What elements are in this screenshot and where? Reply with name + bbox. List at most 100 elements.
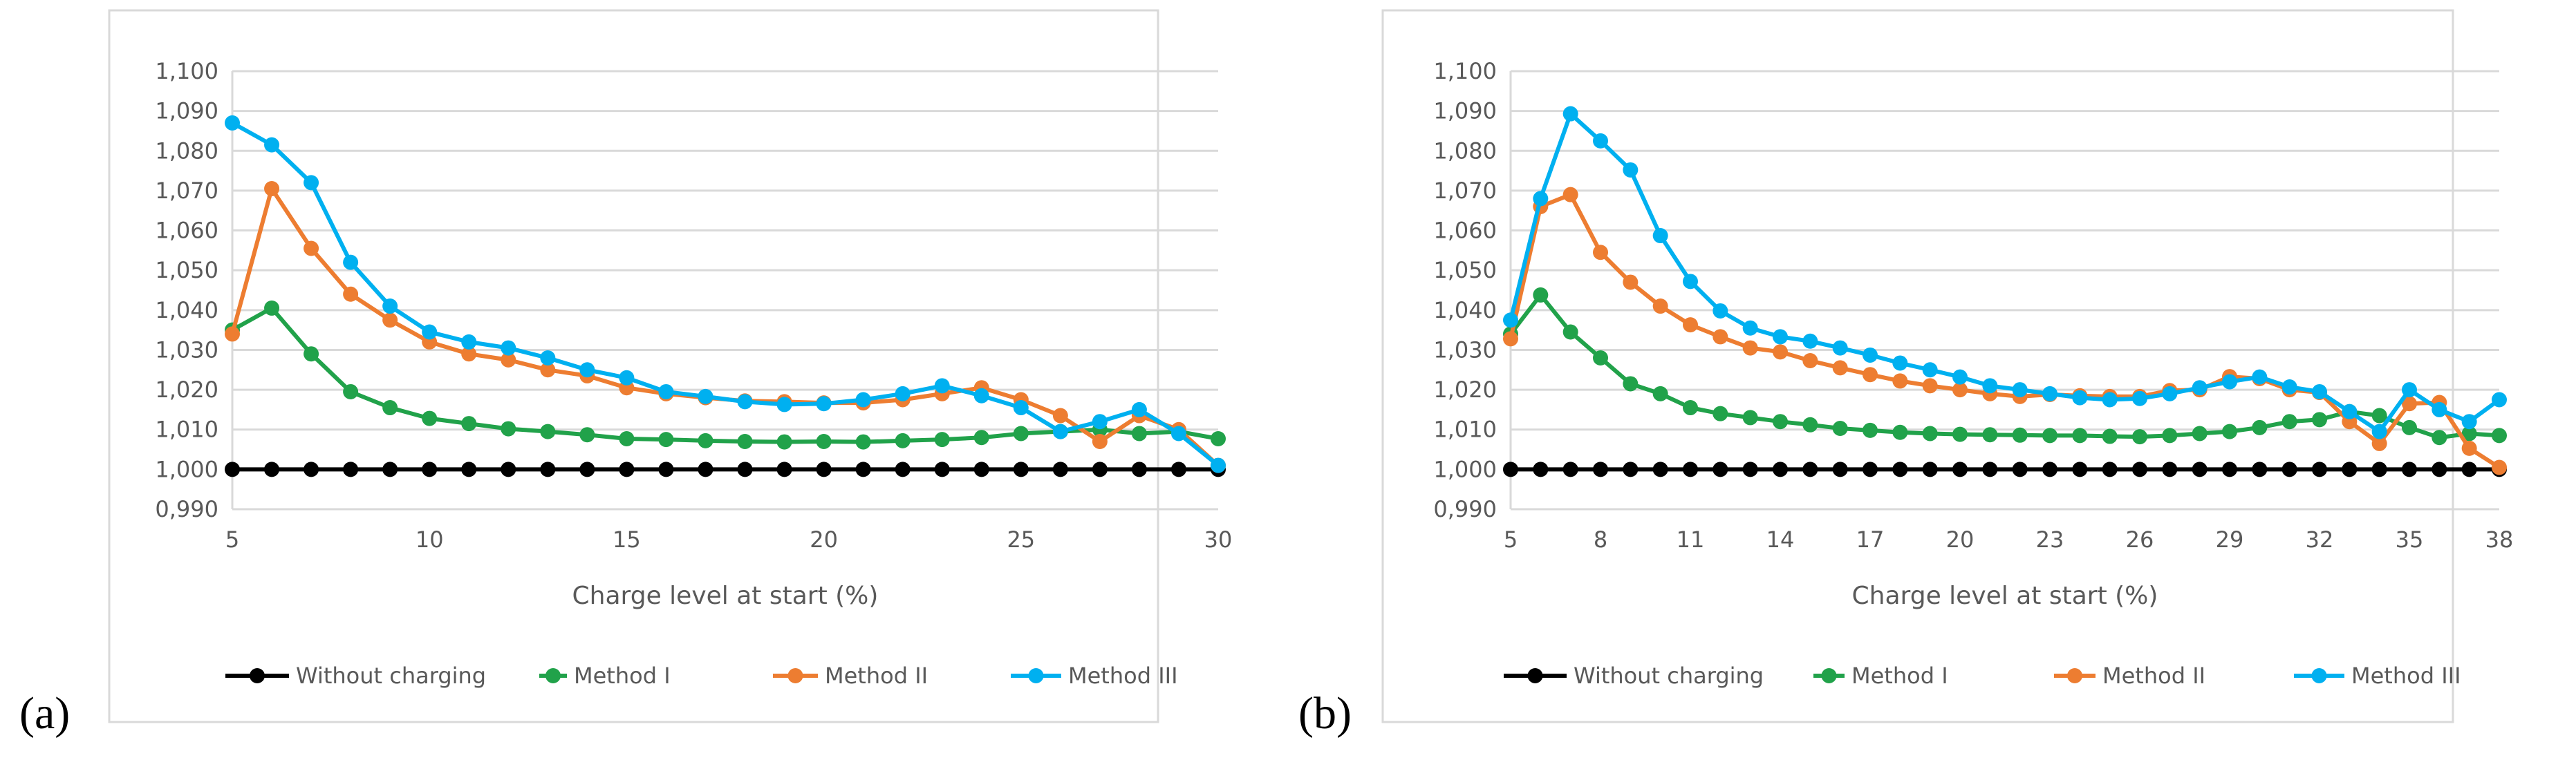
data-point	[2432, 462, 2447, 477]
data-point	[2102, 462, 2118, 477]
data-point	[343, 383, 359, 399]
data-point	[422, 462, 438, 477]
y-tick-label: 1,030	[1433, 336, 1497, 363]
data-point	[2461, 426, 2477, 442]
data-point	[1712, 303, 1728, 319]
data-point	[461, 334, 477, 350]
data-point	[1652, 298, 1668, 314]
data-point	[2222, 424, 2237, 439]
data-point	[973, 462, 989, 477]
chart-a: 0,990 1,000 1,010 1,020 1,030 1,040 1,050 1,060…	[108, 9, 1232, 723]
data-point	[2342, 462, 2358, 477]
data-point	[2162, 386, 2178, 401]
y-tick-label: 1,040	[155, 297, 218, 323]
data-point	[1922, 426, 1938, 442]
data-point	[973, 388, 989, 404]
data-point	[1092, 434, 1108, 450]
data-point	[2102, 428, 2118, 444]
x-tick-label: 38	[2485, 526, 2514, 553]
data-point	[1742, 410, 1758, 426]
data-point	[1131, 426, 1147, 442]
x-axis-title: Charge level at start (%)	[1852, 582, 2158, 610]
data-point	[1892, 373, 1908, 389]
data-point	[382, 312, 398, 328]
data-point	[2252, 462, 2268, 477]
x-tick-label: 20	[810, 526, 838, 553]
data-point	[2281, 462, 2297, 477]
y-tick-label: 1,030	[155, 336, 218, 363]
y-tick-label: 0,990	[1433, 496, 1497, 522]
y-tick-label: 1,100	[1433, 58, 1497, 84]
data-point	[2132, 462, 2147, 477]
x-axis-title: Charge level at start (%)	[572, 582, 879, 610]
data-point	[1131, 462, 1147, 477]
data-point	[2312, 412, 2327, 428]
data-point	[1092, 414, 1108, 430]
data-point	[2342, 404, 2358, 419]
data-point	[1503, 312, 1518, 328]
data-point	[2162, 428, 2178, 444]
data-point	[1922, 378, 1938, 394]
legend-label: Method I	[1851, 663, 1948, 689]
data-point	[343, 462, 359, 477]
data-point	[2252, 369, 2268, 385]
data-point	[1712, 329, 1728, 345]
legend-label: Without charging	[296, 663, 486, 689]
data-point	[422, 410, 438, 426]
data-point	[1593, 462, 1608, 477]
data-point	[1593, 245, 1608, 260]
data-point	[2162, 462, 2178, 477]
y-tick-label: 1,100	[155, 58, 218, 84]
panel-label-a: (a)	[19, 688, 71, 739]
data-point	[1802, 462, 1818, 477]
data-point	[1092, 462, 1108, 477]
data-point	[2102, 392, 2118, 408]
data-point	[501, 340, 516, 356]
data-point	[2222, 374, 2237, 390]
data-point	[1013, 462, 1029, 477]
data-point	[1742, 340, 1758, 356]
legend-marker	[545, 668, 561, 683]
data-point	[895, 433, 911, 448]
data-point	[2012, 462, 2028, 477]
data-point	[934, 432, 950, 448]
data-point	[855, 462, 871, 477]
data-point	[737, 434, 753, 450]
data-point	[1952, 369, 1968, 385]
data-point	[382, 298, 398, 314]
data-point	[1170, 426, 1186, 442]
data-point	[2371, 462, 2387, 477]
legend-marker	[1527, 668, 1543, 683]
y-tick-label: 1,000	[155, 456, 218, 482]
y-tick-label: 1,080	[155, 137, 218, 164]
data-point	[2492, 459, 2507, 475]
data-point	[1892, 424, 1908, 440]
data-point	[2281, 414, 2297, 430]
series-line	[1509, 192, 2501, 470]
data-point	[1712, 406, 1728, 421]
data-point	[1832, 360, 1848, 376]
data-point	[2222, 462, 2237, 477]
data-point	[1623, 162, 1639, 178]
data-point	[540, 362, 556, 378]
x-tick-label: 8	[1594, 526, 1607, 553]
data-point	[225, 462, 240, 477]
data-point	[895, 462, 911, 477]
y-tick-label: 1,010	[155, 417, 218, 443]
data-point	[1683, 462, 1698, 477]
y-tick-label: 1,020	[155, 377, 218, 403]
x-tick-label: 5	[1504, 526, 1518, 553]
data-point	[1052, 408, 1068, 424]
legend-marker	[250, 668, 265, 683]
data-point	[1683, 400, 1698, 416]
data-point	[2042, 428, 2057, 444]
x-tick-label: 15	[613, 526, 641, 553]
data-point	[776, 397, 792, 412]
x-tick-label: 14	[1766, 526, 1795, 553]
data-point	[2192, 426, 2208, 442]
data-point	[304, 346, 319, 362]
data-point	[2132, 390, 2147, 406]
data-point	[264, 181, 280, 197]
x-tick-label: 25	[1007, 526, 1035, 553]
data-point	[1623, 376, 1639, 392]
